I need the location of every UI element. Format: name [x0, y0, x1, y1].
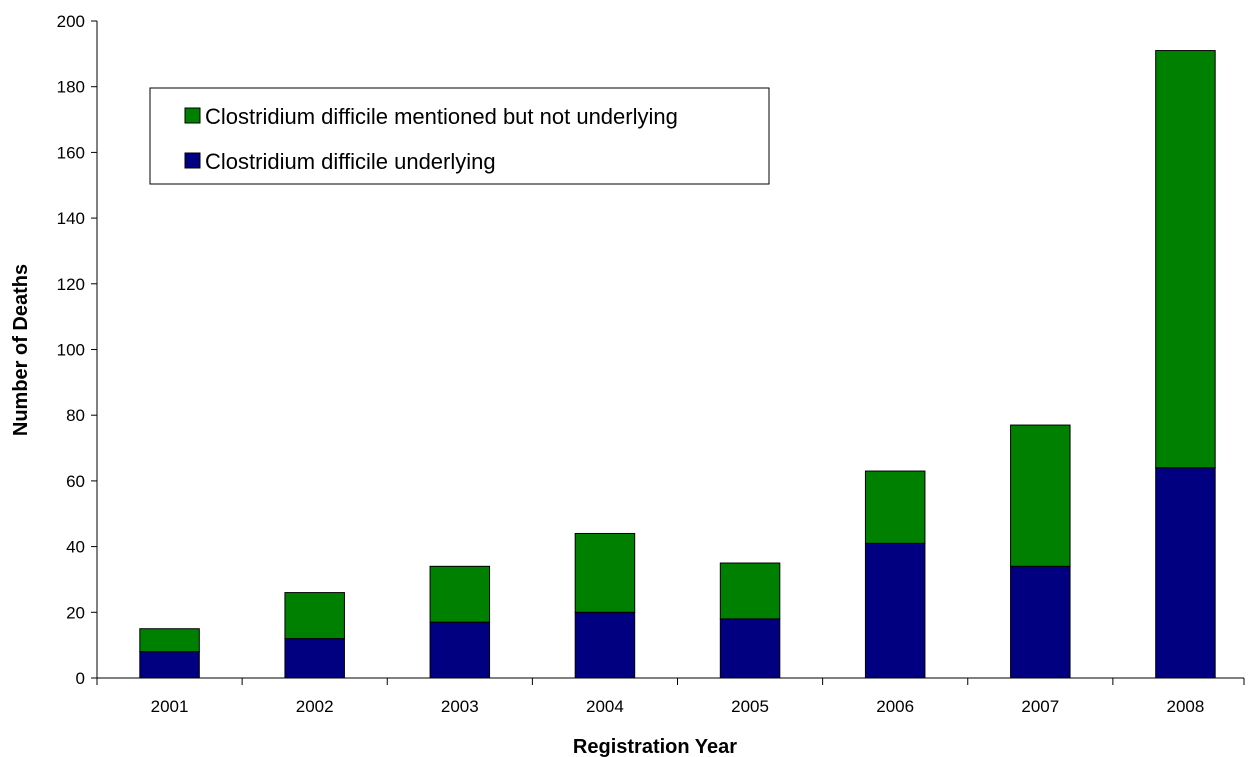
- bar-underlying-2007: [1010, 565, 1071, 679]
- bar-underlying-2008: [1155, 467, 1216, 679]
- legend-label: Clostridium difficile underlying: [205, 149, 496, 174]
- legend-box: [149, 87, 770, 185]
- x-tick-label: 2003: [441, 697, 479, 716]
- y-tick-label: 60: [66, 472, 85, 491]
- bar-underlying-2003: [429, 621, 491, 679]
- x-tick-label: 2007: [1021, 697, 1059, 716]
- legend-swatch: [184, 107, 201, 124]
- legend: Clostridium difficile mentioned but not …: [149, 87, 770, 185]
- bar-mentioned-2008: [1155, 50, 1216, 469]
- bar-mentioned-2007: [1010, 424, 1071, 567]
- bar-mentioned-2002: [284, 592, 345, 640]
- bar-underlying-2005: [719, 618, 781, 679]
- bar-mentioned-2004: [574, 532, 636, 613]
- x-tick-label: 2001: [151, 697, 189, 716]
- x-tick-label: 2006: [876, 697, 914, 716]
- x-axis-title: Registration Year: [573, 736, 737, 757]
- bar-mentioned-2006: [864, 470, 926, 544]
- y-tick-label: 40: [66, 538, 85, 557]
- y-tick-label: 100: [57, 341, 85, 360]
- y-tick-label: 0: [76, 669, 85, 688]
- y-tick-label: 160: [57, 143, 85, 162]
- y-tick-label: 180: [57, 78, 85, 97]
- bar-underlying-2006: [864, 542, 926, 679]
- y-tick-label: 140: [57, 209, 85, 228]
- legend-swatch: [184, 152, 201, 169]
- y-axis: 0 20 40 60 80 100 120 140 160 180 200: [57, 12, 98, 688]
- bars: [139, 50, 1216, 679]
- y-tick-label: 120: [57, 275, 85, 294]
- bar-underlying-2001: [139, 651, 200, 679]
- x-tick-label: 2004: [586, 697, 624, 716]
- y-tick-label: 200: [57, 12, 85, 31]
- bar-mentioned-2005: [719, 562, 781, 620]
- x-tick-label: 2005: [731, 697, 769, 716]
- x-tick-label: 2002: [296, 697, 334, 716]
- bar-mentioned-2001: [139, 628, 200, 653]
- x-tick-label: 2008: [1167, 697, 1205, 716]
- x-axis: 2001 2002 2003 2004 2005 2006 2007 2008: [96, 677, 1245, 716]
- bar-underlying-2004: [574, 611, 636, 679]
- y-tick-label: 20: [66, 603, 85, 622]
- legend-label: Clostridium difficile mentioned but not …: [205, 104, 678, 129]
- bar-underlying-2002: [284, 638, 345, 679]
- bar-mentioned-2003: [429, 565, 491, 623]
- y-tick-label: 80: [66, 406, 85, 425]
- y-axis-title: Number of Deaths: [10, 264, 32, 436]
